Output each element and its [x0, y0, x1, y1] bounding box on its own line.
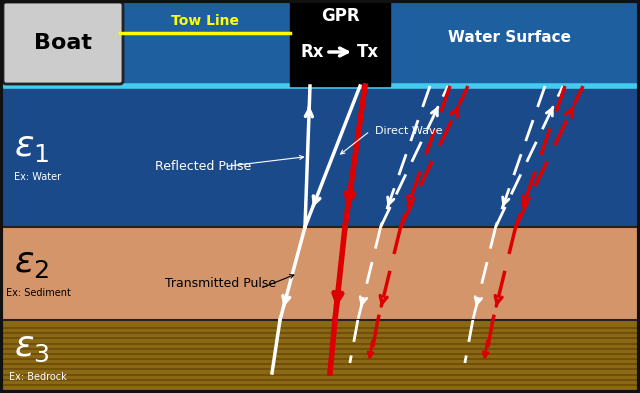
Bar [0, 86, 640, 227]
Bar [0, 320, 640, 393]
Bar [0, 0, 640, 86]
Text: Tow Line: Tow Line [171, 14, 239, 28]
Bar [0, 227, 640, 320]
Text: Tx: Tx [357, 43, 379, 61]
Text: Direct Wave: Direct Wave [375, 126, 442, 136]
Text: Ex: Bedrock: Ex: Bedrock [9, 371, 67, 382]
Text: Reflected Pulse: Reflected Pulse [155, 160, 252, 173]
Text: Transmitted Pulse: Transmitted Pulse [165, 277, 276, 290]
Text: $\varepsilon_2$: $\varepsilon_2$ [15, 246, 49, 281]
Text: Ex: Water: Ex: Water [15, 171, 61, 182]
Text: Rx: Rx [300, 43, 324, 61]
Bar [290, 0, 390, 86]
Text: $\varepsilon_3$: $\varepsilon_3$ [14, 329, 50, 364]
Text: Ex: Sediment: Ex: Sediment [6, 288, 70, 299]
Text: GPR: GPR [321, 7, 359, 25]
FancyBboxPatch shape [3, 2, 123, 84]
Text: Water Surface: Water Surface [449, 31, 572, 46]
Text: Boat: Boat [34, 33, 92, 53]
Text: $\varepsilon_1$: $\varepsilon_1$ [14, 130, 50, 163]
